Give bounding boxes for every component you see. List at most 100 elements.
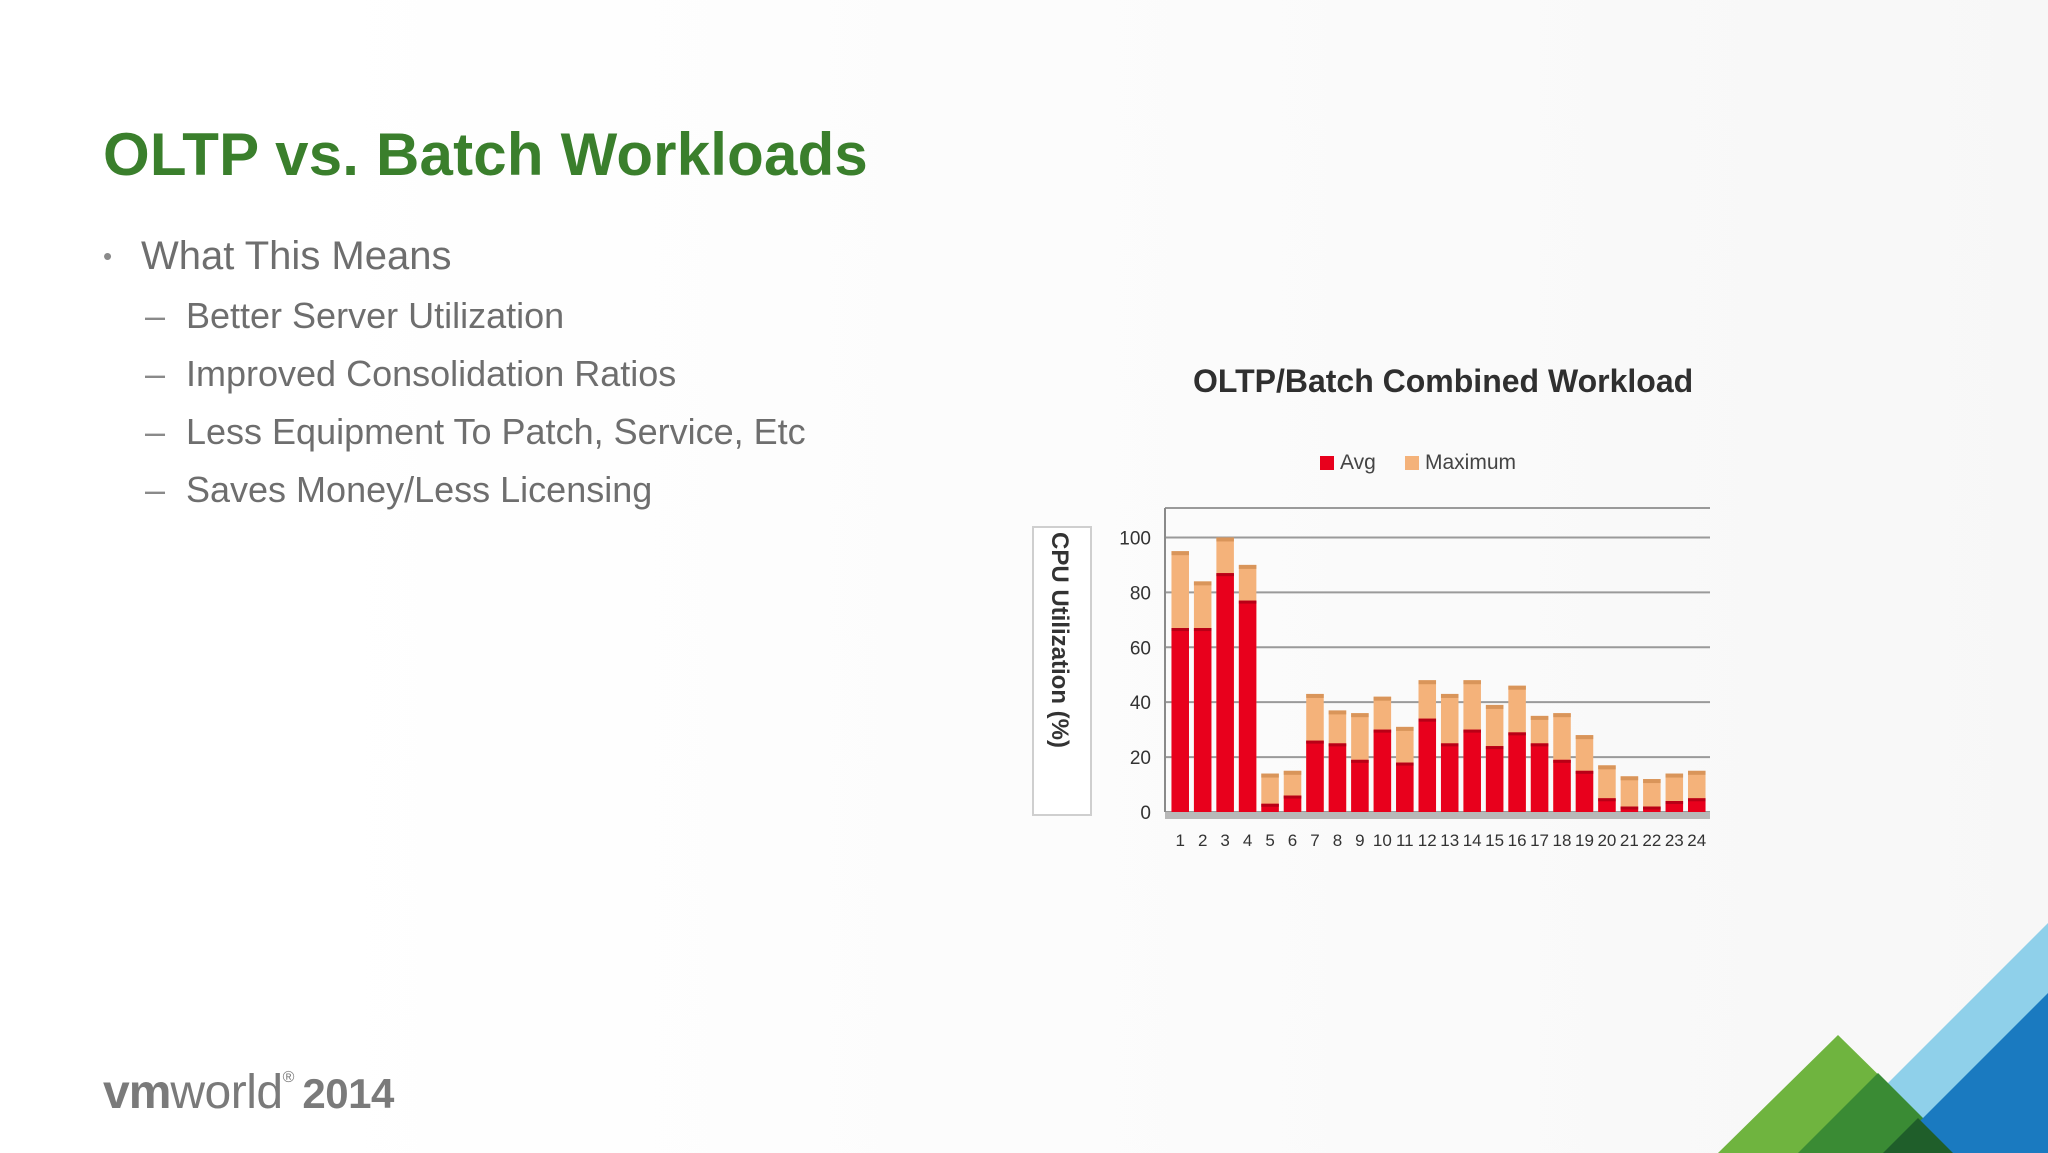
legend-swatch-avg <box>1320 456 1334 470</box>
x-tick-label: 3 <box>1220 831 1229 850</box>
sub-bullet-text: Less Equipment To Patch, Service, Etc <box>186 411 806 452</box>
bar-avg <box>1530 743 1549 812</box>
sub-bullet-text: Saves Money/Less Licensing <box>186 469 653 510</box>
bar-avg-cap <box>1216 573 1234 577</box>
bar-avg-cap <box>1328 743 1347 747</box>
bar-maximum-cap <box>1418 680 1437 685</box>
y-tick-label: 80 <box>1130 583 1151 604</box>
bar-avg-cap <box>1665 801 1684 805</box>
bar-avg <box>1440 743 1459 812</box>
bar-avg <box>1193 628 1212 812</box>
bar-avg <box>1306 740 1324 812</box>
x-tick-label: 16 <box>1508 831 1527 850</box>
bar-avg <box>1238 600 1257 812</box>
logo-world: world <box>170 1066 283 1119</box>
cpu-utilization-chart: CPU Utilization (%) 0 20 40 60 80 100 Avg Maximu… <box>1032 451 1710 850</box>
bar-maximum-cap <box>1306 693 1324 698</box>
bar-maximum-cap <box>1508 685 1526 690</box>
bar-avg <box>1665 801 1684 812</box>
x-tick-label: 24 <box>1687 831 1706 850</box>
bar-maximum-cap <box>1440 693 1459 698</box>
x-tick-label: 22 <box>1642 831 1661 850</box>
bar-avg-cap <box>1171 628 1189 632</box>
sub-bullet-text: Improved Consolidation Ratios <box>186 353 677 394</box>
x-tick-label: 23 <box>1665 831 1684 850</box>
bullet-heading: What This Means <box>141 234 452 278</box>
bar-avg <box>1261 803 1279 812</box>
x-tick-label: 6 <box>1288 831 1297 850</box>
sub-bullet-text: Better Server Utilization <box>186 295 565 336</box>
bar-avg <box>1396 762 1414 812</box>
bar-maximum <box>1643 779 1661 812</box>
bar-avg <box>1463 729 1481 812</box>
bullet-dot-icon: • <box>103 241 113 271</box>
bar-maximum-cap <box>1238 564 1257 569</box>
legend-swatch-maximum <box>1405 456 1419 470</box>
bar-avg-cap <box>1508 732 1526 736</box>
bar-avg-cap <box>1283 795 1302 799</box>
bar-avg <box>1418 718 1437 812</box>
bar-avg-cap <box>1396 762 1414 766</box>
bar-maximum-cap <box>1283 770 1302 775</box>
bar-avg-cap <box>1351 759 1369 763</box>
bar-avg <box>1688 798 1706 812</box>
bar-maximum-cap <box>1351 713 1369 718</box>
y-axis-label: CPU Utilization (%) <box>1046 532 1073 748</box>
y-tick-label: 40 <box>1130 693 1151 714</box>
bar-avg <box>1373 729 1392 812</box>
dash-icon: – <box>145 295 166 336</box>
bar-maximum-cap <box>1620 776 1639 781</box>
bar-avg <box>1553 759 1571 812</box>
y-tick-label: 20 <box>1130 748 1151 769</box>
x-tick-label: 4 <box>1243 831 1252 850</box>
bar-maximum-cap <box>1193 581 1212 586</box>
x-tick-label: 18 <box>1553 831 1572 850</box>
bar-avg-cap <box>1440 743 1459 747</box>
bar-avg <box>1283 795 1302 812</box>
dash-icon: – <box>145 469 166 510</box>
bar-avg-cap <box>1620 806 1639 810</box>
slide-title: OLTP vs. Batch Workloads <box>103 121 868 188</box>
x-tick-label: 10 <box>1373 831 1392 850</box>
x-tick-label: 2 <box>1198 831 1207 850</box>
vmworld-logo: vmworld® 2014 <box>103 1065 394 1120</box>
bar-maximum-cap <box>1485 704 1504 709</box>
bar-avg <box>1171 628 1189 812</box>
x-tick-label: 14 <box>1463 831 1482 850</box>
bar-avg-cap <box>1530 743 1549 747</box>
y-tick-label: 100 <box>1119 528 1151 549</box>
bar-maximum-cap <box>1665 773 1684 778</box>
y-tick-label: 0 <box>1140 803 1151 824</box>
x-tick-label: 17 <box>1530 831 1549 850</box>
bar-avg <box>1508 732 1526 812</box>
x-tick-label: 13 <box>1440 831 1459 850</box>
bar-avg-cap <box>1238 600 1257 604</box>
bar-maximum-cap <box>1643 779 1661 784</box>
x-tick-label: 20 <box>1597 831 1616 850</box>
bar-avg-cap <box>1553 759 1571 763</box>
x-tick-label: 7 <box>1310 831 1319 850</box>
bar-maximum-cap <box>1575 735 1594 740</box>
bar-avg-cap <box>1643 806 1661 810</box>
logo-registered: ® <box>282 1069 295 1086</box>
plot-floor <box>1165 812 1710 819</box>
bar-maximum-cap <box>1553 713 1571 718</box>
bar-maximum-cap <box>1373 696 1392 701</box>
logo-vm: vm <box>103 1066 171 1119</box>
bar-avg <box>1328 743 1347 812</box>
bar-avg <box>1485 746 1504 812</box>
bar-avg <box>1216 573 1234 812</box>
bar-maximum-cap <box>1530 715 1549 720</box>
bar-maximum-cap <box>1396 726 1414 731</box>
dash-icon: – <box>145 353 166 394</box>
bar-maximum-cap <box>1216 537 1234 542</box>
bar-avg-cap <box>1598 798 1616 802</box>
bar-maximum <box>1261 773 1279 812</box>
x-tick-label: 15 <box>1485 831 1504 850</box>
x-tick-label: 9 <box>1355 831 1364 850</box>
bar-avg <box>1598 798 1616 812</box>
corner-triangles-graphic <box>1718 923 2048 1153</box>
bar-maximum-cap <box>1171 551 1189 556</box>
chart-title: OLTP/Batch Combined Workload <box>1193 363 1694 399</box>
